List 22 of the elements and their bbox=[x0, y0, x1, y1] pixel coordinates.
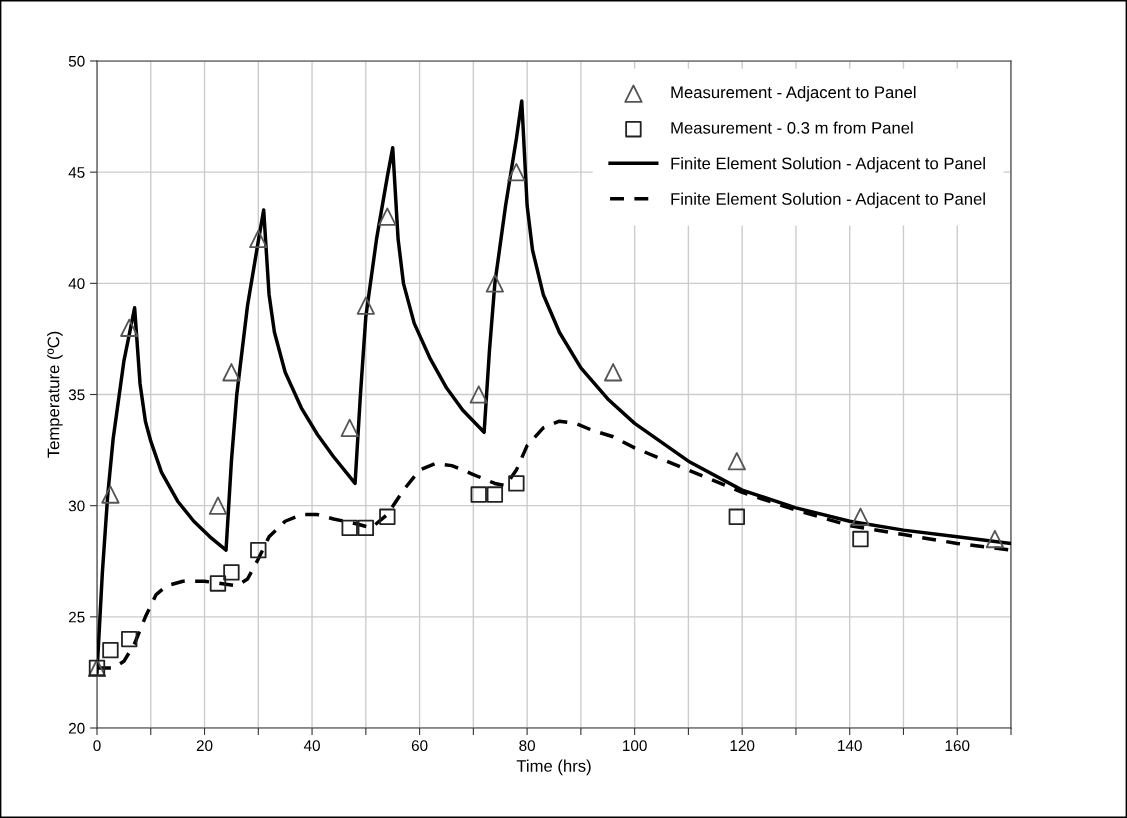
legend-label: Finite Element Solution - Adjacent to Panel bbox=[671, 192, 985, 209]
y-tick-label: 35 bbox=[68, 389, 85, 401]
legend-label: Finite Element Solution - Adjacent to Panel bbox=[671, 157, 985, 173]
legend-label: Measurement - Adjacent to Panel bbox=[671, 86, 916, 102]
x-tick-label: 80 bbox=[519, 740, 536, 752]
x-axis-title: Time (hrs) bbox=[516, 759, 591, 776]
y-tick-label: 25 bbox=[68, 611, 85, 623]
x-tick-label: 60 bbox=[411, 740, 428, 752]
y-tick-label: 45 bbox=[68, 167, 85, 178]
x-tick-label: 140 bbox=[838, 740, 862, 752]
y-tick-label: 40 bbox=[68, 278, 85, 290]
y-axis-title: Temperature (ºC) bbox=[47, 331, 63, 458]
x-tick-label: 40 bbox=[303, 740, 320, 752]
y-tick-label: 20 bbox=[68, 722, 85, 734]
x-tick-label: 160 bbox=[945, 740, 970, 752]
x-tick-label: 100 bbox=[623, 740, 647, 752]
x-tick-label: 0 bbox=[93, 740, 101, 752]
x-tick-label: 20 bbox=[196, 740, 213, 752]
y-tick-label: 50 bbox=[68, 55, 85, 67]
legend-label: Measurement - 0.3 m from Panel bbox=[671, 121, 913, 134]
x-tick-label: 120 bbox=[730, 740, 755, 752]
y-tick-label: 30 bbox=[68, 500, 85, 512]
